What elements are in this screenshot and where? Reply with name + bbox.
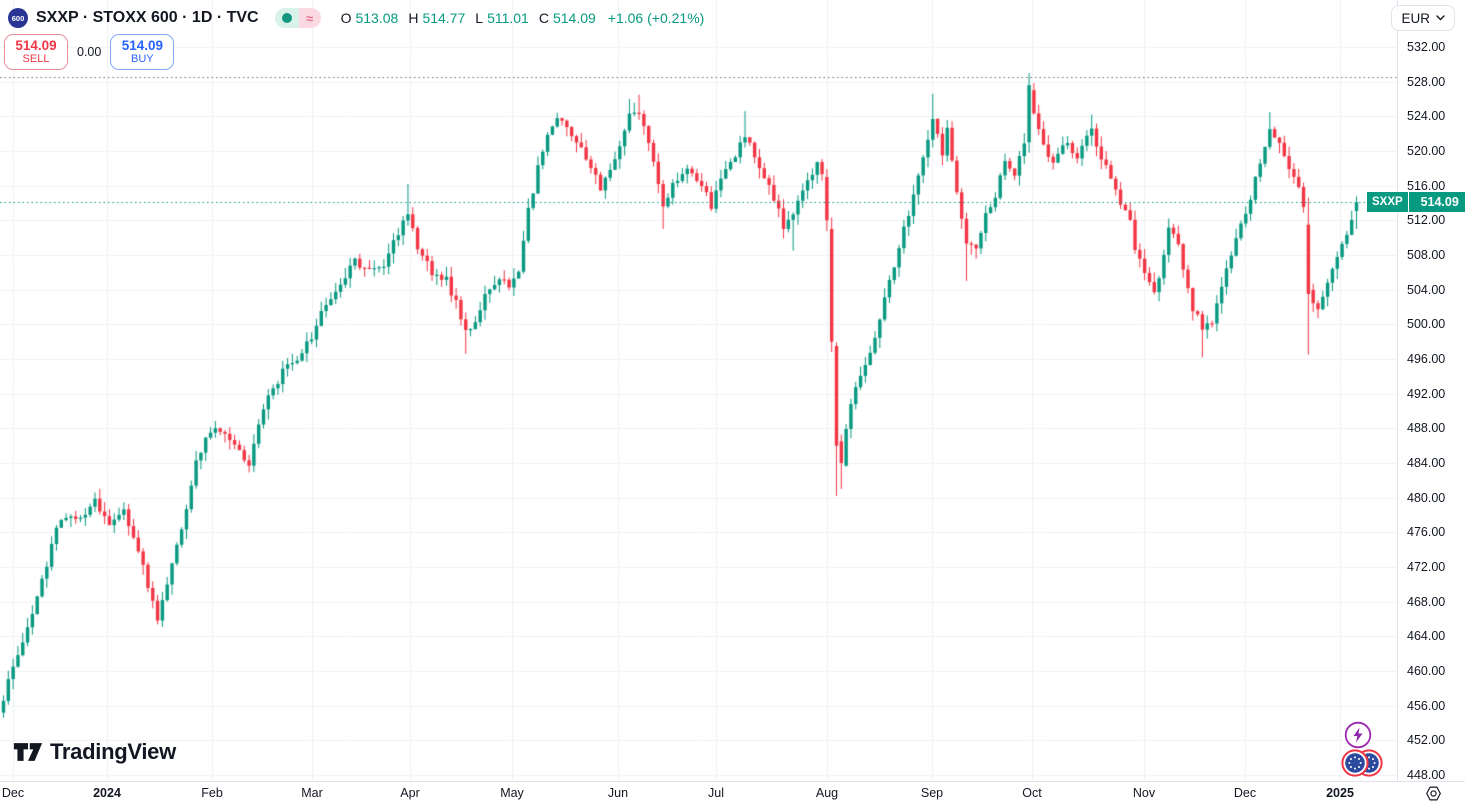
x-axis-label: Dec — [1, 786, 25, 800]
y-axis-label: 496.00 — [1407, 352, 1446, 366]
y-axis-label: 504.00 — [1407, 282, 1446, 297]
last-price-tag-symbol: SXXP — [1367, 192, 1409, 212]
x-axis-label: Jul — [708, 786, 724, 800]
x-axis-label: 2025 — [1326, 786, 1354, 800]
y-axis-label: 456.00 — [1407, 698, 1446, 713]
sell-price: 514.09 — [15, 37, 57, 53]
open-label: O — [340, 10, 352, 26]
y-axis-label: 460.00 — [1407, 664, 1446, 678]
y-axis-label: 472.00 — [1407, 560, 1446, 574]
y-axis-label: 448.00 — [1407, 768, 1446, 782]
close-label: C — [538, 10, 549, 26]
x-axis-label: 2024 — [93, 786, 121, 800]
y-axis-label: 480.00 — [1407, 490, 1446, 505]
low-value: 511.01 — [487, 10, 529, 26]
y-axis-label: 500.00 — [1407, 317, 1446, 332]
symbol-header: 600 SXXP · STOXX 600 · 1D · TVC ≈ O 513.0… — [8, 5, 704, 31]
symbol-logo-icon[interactable]: 600 — [8, 8, 28, 28]
y-axis-label: 476.00 — [1407, 525, 1446, 540]
y-axis-label: 484.00 — [1407, 456, 1446, 470]
low-label: L — [475, 10, 484, 26]
high-label: H — [408, 10, 419, 26]
last-price-tag: SXXP 514.09 — [1367, 192, 1465, 212]
buy-button[interactable]: 514.09 BUY — [110, 34, 175, 70]
y-axis-label: 488.00 — [1407, 421, 1446, 436]
delayed-data-segment[interactable]: ≈ — [298, 8, 321, 28]
x-axis-label: Oct — [1022, 786, 1042, 800]
y-axis-label: 524.00 — [1407, 109, 1446, 124]
candlestick-chart[interactable] — [0, 0, 1397, 781]
x-axis-label: Aug — [815, 786, 839, 800]
market-status-pill[interactable]: ≈ — [274, 8, 321, 28]
x-axis-label: Dec — [1233, 786, 1257, 800]
floating-icons — [1340, 721, 1386, 779]
lightning-bolt-icon[interactable] — [1344, 721, 1372, 749]
y-axis-label: 508.00 — [1407, 248, 1446, 262]
market-open-segment[interactable] — [274, 8, 299, 28]
sell-label: SELL — [22, 53, 50, 66]
tradingview-watermark[interactable]: TradingView — [13, 739, 176, 765]
y-axis-label: 492.00 — [1407, 386, 1446, 401]
y-axis-label: 520.00 — [1407, 144, 1446, 158]
open-value: 513.08 — [355, 10, 399, 26]
close-value: 514.09 — [552, 10, 596, 26]
time-axis-settings-button[interactable] — [1422, 782, 1444, 804]
x-axis-label: Jun — [607, 786, 629, 800]
x-axis-label: Apr — [400, 786, 420, 800]
y-axis-label: 468.00 — [1407, 594, 1446, 609]
ohlc-values: O 513.08 H 514.77 L 511.01 C 514.09 +1.06 (+… — [341, 10, 705, 26]
tradingview-watermark-text: TradingView — [50, 739, 176, 764]
change-value: +1.06 (+0.21%) — [607, 10, 705, 26]
eu-flags-icon[interactable] — [1340, 747, 1386, 779]
y-axis-label: 512.00 — [1407, 213, 1446, 228]
x-axis-label: Nov — [1132, 786, 1156, 800]
spread-value: 0.00 — [77, 45, 102, 59]
high-value: 514.77 — [422, 10, 466, 26]
chevron-down-icon — [1436, 15, 1445, 21]
sell-button[interactable]: 514.09 SELL — [4, 34, 68, 70]
market-open-dot-icon — [281, 13, 292, 23]
symbol-title[interactable]: SXXP · STOXX 600 · 1D · TVC — [36, 9, 259, 26]
x-axis-label: Feb — [201, 786, 223, 800]
x-axis-label: Sep — [920, 786, 944, 800]
currency-label: EUR — [1401, 10, 1430, 26]
y-axis-label: 532.00 — [1407, 40, 1446, 54]
time-axis[interactable]: Dec 2024 Feb Mar Apr May Jun Jul Aug Sep Oct Nov Dec… — [0, 781, 1465, 805]
trade-panel: 514.09 SELL 0.00 514.09 BUY — [4, 34, 175, 70]
y-axis-label: 452.00 — [1407, 733, 1446, 748]
buy-price: 514.09 — [121, 37, 163, 53]
y-axis-label: 528.00 — [1407, 74, 1446, 89]
x-axis-label: Mar — [301, 786, 323, 800]
buy-label: BUY — [131, 53, 154, 66]
tradingview-logo-icon — [13, 743, 43, 761]
hexagon-gear-icon — [1425, 786, 1441, 800]
currency-selector-button[interactable]: EUR — [1391, 5, 1455, 31]
y-axis-label: 516.00 — [1407, 178, 1446, 193]
last-price-tag-value: 514.09 — [1408, 192, 1465, 212]
y-axis-label: 464.00 — [1407, 629, 1446, 644]
price-axis[interactable]: 532.00 528.00 524.00 520.00 516.00 512.00 508.… — [1397, 0, 1465, 782]
x-axis-label: May — [500, 786, 524, 800]
eu-flag-left — [1341, 749, 1369, 777]
